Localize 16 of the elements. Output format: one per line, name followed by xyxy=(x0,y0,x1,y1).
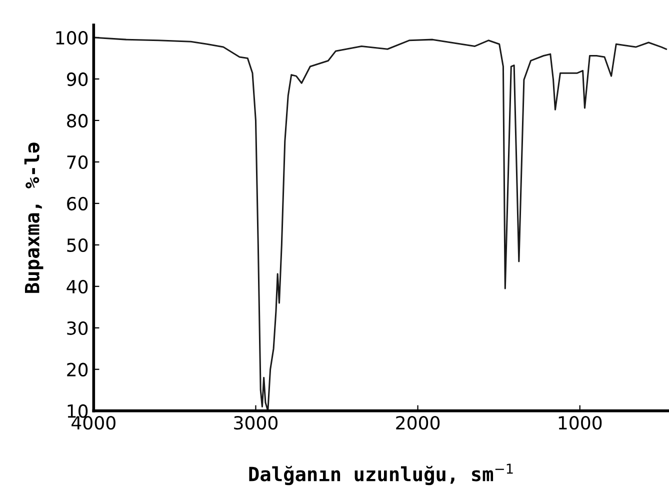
y-tick-label: 30 xyxy=(67,321,88,335)
x-tick-label: 4000 xyxy=(72,416,116,430)
y-tick-label: 50 xyxy=(67,238,88,252)
y-tick-label: 20 xyxy=(67,362,88,376)
y-axis-title: Bupaxma, %-lə xyxy=(24,142,44,293)
y-tick-label: 90 xyxy=(66,72,88,86)
y-tick-label: 60 xyxy=(67,196,88,211)
y-tick-label: 10 xyxy=(68,404,88,418)
x-tick-label: 3000 xyxy=(234,416,278,430)
y-tick-label: 80 xyxy=(67,114,88,128)
y-tick-label: 40 xyxy=(66,280,88,294)
x-tick-label: 1000 xyxy=(558,416,602,430)
y-tick-label: 70 xyxy=(67,155,88,170)
y-tick-label: 100 xyxy=(56,30,88,45)
x-tick-label: 2000 xyxy=(396,416,440,430)
x-axis-title: Dalğanın uzunluğu, sm$^{−1}$ xyxy=(249,464,513,486)
